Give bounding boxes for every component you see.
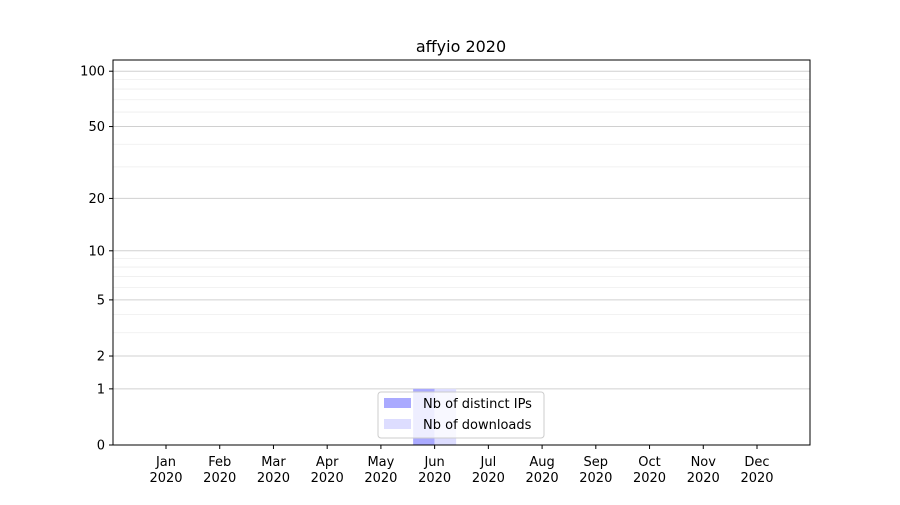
x-tick-label: May 2020 — [364, 455, 397, 486]
x-tick-label: Feb 2020 — [203, 455, 236, 486]
x-tick-label: Jun 2020 — [418, 455, 451, 486]
x-tick-label: Jul 2020 — [472, 455, 505, 486]
x-tick-label: Mar 2020 — [257, 455, 290, 486]
y-tick-label: 50 — [88, 120, 105, 135]
y-tick-label: 20 — [88, 192, 105, 207]
y-tick-label: 0 — [97, 439, 105, 454]
x-tick-label: Oct 2020 — [633, 455, 666, 486]
y-tick-label: 5 — [97, 293, 105, 308]
plot-frame — [112, 59, 811, 446]
legend: Nb of distinct IPs Nb of downloads — [377, 391, 545, 439]
y-tick-label: 100 — [80, 65, 105, 80]
x-tick-label: Aug 2020 — [526, 455, 559, 486]
legend-box — [377, 391, 545, 439]
x-tick-label: Dec 2020 — [740, 455, 773, 486]
legend-swatch — [384, 419, 411, 429]
y-tick-label: 1 — [97, 382, 105, 397]
legend-label: Nb of downloads — [423, 418, 532, 433]
chart-title: affyio 2020 — [416, 37, 506, 56]
x-tick-label: Nov 2020 — [687, 455, 720, 486]
y-tick-label: 2 — [97, 350, 105, 365]
y-tick-label: 10 — [88, 244, 105, 259]
x-tick-label: Sep 2020 — [579, 455, 612, 486]
x-tick-label: Apr 2020 — [311, 455, 344, 486]
legend-label: Nb of distinct IPs — [423, 397, 532, 412]
legend-swatch — [384, 398, 411, 408]
x-tick-label: Jan 2020 — [149, 455, 182, 486]
